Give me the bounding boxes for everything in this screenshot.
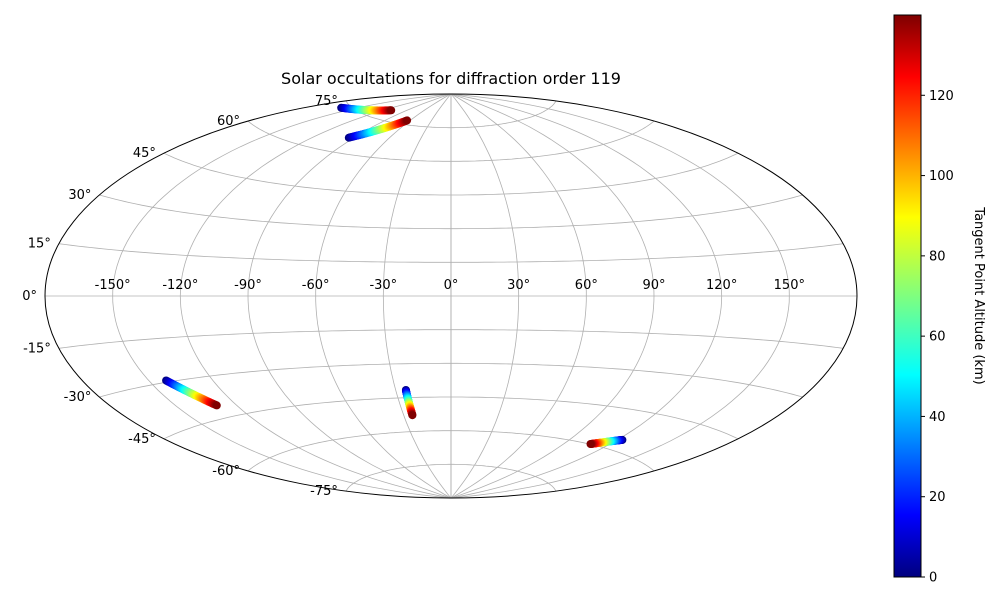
latitude-tick-label: 0° <box>22 289 37 304</box>
occultation-track <box>162 376 221 410</box>
latitude-tick-label: 60° <box>217 114 240 129</box>
parallel-line <box>58 243 844 263</box>
parallel-line <box>345 463 557 492</box>
latitude-tick-label: 15° <box>28 237 51 252</box>
longitude-tick-label: 0° <box>444 278 459 293</box>
parallel-line <box>247 120 655 162</box>
colorbar-tick-label: 60 <box>929 330 946 345</box>
data-point <box>212 401 221 410</box>
longitude-tick-label: 120° <box>706 278 737 293</box>
latitude-tick-label: -75° <box>310 484 338 499</box>
longitude-tick-label: -150° <box>95 278 131 293</box>
longitude-tick-label: 150° <box>774 278 805 293</box>
latitude-tick-label: -30° <box>64 390 92 405</box>
colorbar-label: Tangent Point Altitude (km) <box>971 206 986 384</box>
parallel-line <box>99 194 803 230</box>
latitude-tick-labels: 75° 60° 45° 30° 15° 0° -15° -30° -45° -60° -75° <box>22 94 338 499</box>
occultation-points <box>162 103 627 448</box>
map-grid <box>45 93 857 499</box>
data-point <box>408 411 417 420</box>
colorbar-gradient <box>893 14 922 578</box>
parallel-line <box>163 396 739 440</box>
longitude-tick-label: 60° <box>575 278 598 293</box>
longitude-tick-label: -120° <box>162 278 198 293</box>
latitude-tick-label: -15° <box>23 341 51 356</box>
occultation-track <box>401 386 417 420</box>
data-point <box>403 116 412 125</box>
latitude-tick-label: 30° <box>68 188 91 203</box>
parallel-line <box>58 329 844 349</box>
parallel-line <box>99 362 803 398</box>
colorbar-tick-label: 20 <box>929 490 946 505</box>
parallel-line <box>345 100 557 129</box>
occultation-track <box>344 116 412 142</box>
colorbar-ticks: 0 20 40 60 80 100 120 <box>921 89 954 586</box>
colorbar-tick-label: 0 <box>929 571 937 586</box>
colorbar-tick-label: 100 <box>929 169 954 184</box>
colorbar-tick-label: 80 <box>929 249 946 264</box>
longitude-tick-label: 30° <box>507 278 530 293</box>
longitude-tick-label: 90° <box>642 278 665 293</box>
data-point <box>586 440 595 448</box>
chart-title: Solar occultations for diffraction order… <box>281 69 621 88</box>
colorbar-tick-label: 120 <box>929 89 954 104</box>
latitude-tick-label: -60° <box>212 464 240 479</box>
colorbar: 0 20 40 60 80 100 120 Tangent Point Altitude (… <box>893 14 986 586</box>
longitude-tick-labels: -150° -120° -90° -60° -30° 0° 30° 60° 90° 120° 150… <box>95 278 805 293</box>
longitude-tick-label: -30° <box>369 278 397 293</box>
longitude-tick-label: -90° <box>234 278 262 293</box>
data-point <box>387 106 396 115</box>
occultation-track <box>337 103 396 115</box>
colorbar-tick-label: 40 <box>929 410 946 425</box>
parallel-line <box>247 430 655 472</box>
occultation-track <box>586 435 627 448</box>
latitude-tick-label: -45° <box>128 432 156 447</box>
latitude-tick-label: 45° <box>133 146 156 161</box>
parallel-line <box>163 152 739 196</box>
map-boundary <box>44 93 858 499</box>
latitude-tick-label: 75° <box>315 94 338 109</box>
longitude-tick-label: -60° <box>302 278 330 293</box>
